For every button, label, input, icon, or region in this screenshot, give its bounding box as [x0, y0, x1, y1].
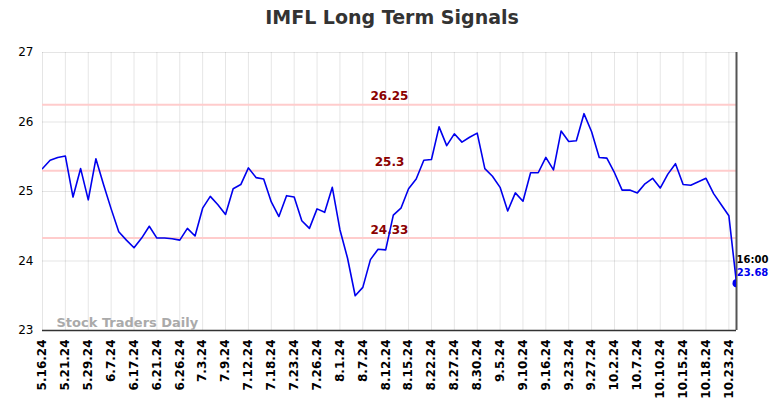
svg-text:6.7.24: 6.7.24 [104, 340, 118, 383]
svg-text:26: 26 [18, 115, 33, 129]
svg-text:6.17.24: 6.17.24 [127, 340, 141, 391]
svg-text:8.15.24: 8.15.24 [401, 340, 415, 391]
svg-text:6.26.24: 6.26.24 [173, 340, 187, 391]
svg-text:8.30.24: 8.30.24 [470, 340, 484, 391]
svg-text:7.26.24: 7.26.24 [310, 340, 324, 391]
svg-text:8.1.24: 8.1.24 [333, 340, 347, 383]
svg-text:24.33: 24.33 [370, 222, 409, 237]
svg-text:10.7.24: 10.7.24 [630, 340, 644, 391]
svg-text:7.12.24: 7.12.24 [241, 340, 255, 391]
svg-text:8.12.24: 8.12.24 [379, 340, 393, 391]
svg-text:10.18.24: 10.18.24 [699, 340, 713, 398]
svg-text:5.16.24: 5.16.24 [35, 340, 49, 391]
svg-text:8.22.24: 8.22.24 [424, 340, 438, 391]
svg-text:6.21.24: 6.21.24 [150, 340, 164, 391]
svg-text:5.21.24: 5.21.24 [58, 340, 72, 391]
svg-text:9.5.24: 9.5.24 [493, 340, 507, 383]
svg-text:9.27.24: 9.27.24 [584, 340, 598, 391]
svg-text:7.23.24: 7.23.24 [287, 340, 301, 391]
svg-text:10.2.24: 10.2.24 [607, 340, 621, 391]
svg-text:10.10.24: 10.10.24 [653, 340, 667, 398]
svg-text:23: 23 [18, 323, 33, 337]
svg-text:16:00: 16:00 [737, 254, 769, 265]
svg-text:8.27.24: 8.27.24 [447, 340, 461, 391]
svg-text:8.7.24: 8.7.24 [356, 340, 370, 383]
svg-text:9.10.24: 9.10.24 [516, 340, 530, 391]
svg-text:23.68: 23.68 [737, 267, 769, 278]
svg-text:27: 27 [18, 45, 33, 59]
svg-text:10.15.24: 10.15.24 [676, 340, 690, 398]
svg-text:7.18.24: 7.18.24 [264, 340, 278, 391]
svg-text:26.25: 26.25 [371, 89, 409, 103]
html-text:IMFL Long Term Signals: IMFL Long Term Signals [265, 6, 519, 28]
svg-text:5.29.24: 5.29.24 [81, 340, 95, 391]
svg-text:7.9.24: 7.9.24 [218, 340, 232, 383]
svg-text:9.23.24: 9.23.24 [562, 340, 576, 391]
svg-text:25.3: 25.3 [375, 155, 405, 169]
svg-text:Stock Traders Daily: Stock Traders Daily [57, 315, 199, 330]
svg-text:7.3.24: 7.3.24 [195, 340, 209, 383]
svg-text:10.23.24: 10.23.24 [722, 340, 736, 398]
svg-text:9.16.24: 9.16.24 [539, 340, 553, 391]
svg-text:24: 24 [18, 254, 33, 268]
svg-text:25: 25 [18, 184, 33, 198]
